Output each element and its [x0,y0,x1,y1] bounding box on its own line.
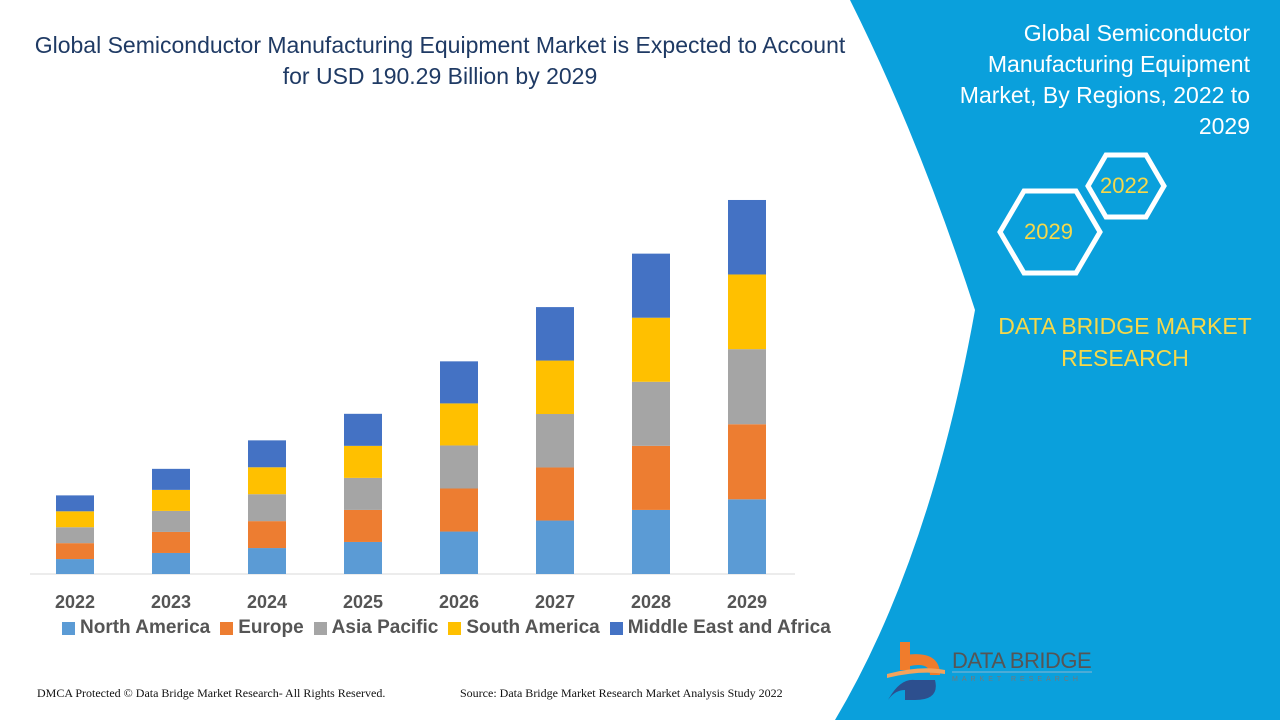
bar-segment-north-america-2027 [536,520,574,574]
bar-segment-middle-east-and-africa-2022 [56,495,94,512]
bar-segment-middle-east-and-africa-2025 [344,413,382,446]
legend-swatch [448,621,462,635]
x-tick-label: 2027 [535,592,575,612]
bar-segment-south-america-2026 [440,403,478,446]
legend-swatch [220,621,234,635]
bar-segment-asia-pacific-2028 [632,381,670,446]
bar-segment-middle-east-and-africa-2029 [728,199,766,275]
legend-label: Europe [238,617,304,638]
bar-segment-middle-east-and-africa-2028 [632,253,670,318]
x-tick-label: 2023 [151,592,191,612]
bar-segment-asia-pacific-2026 [440,445,478,489]
bar-segment-asia-pacific-2025 [344,477,382,510]
bar-segment-south-america-2029 [728,274,766,350]
logo-icon [887,642,945,700]
bar-segment-europe-2029 [728,424,766,500]
legend-item: North America [62,617,210,639]
legend-swatch [313,621,327,635]
logo-text: DATA BRIDGE [952,648,1092,673]
bar-segment-north-america-2028 [632,509,670,574]
bar-segment-europe-2025 [344,509,382,542]
stacked-bar-chart: 2022 2023 2024 2025 2026 2027 2028 2029 [30,199,795,612]
bar-segment-north-america-2024 [248,548,286,574]
bar-segment-asia-pacific-2023 [152,510,190,532]
bar-segment-south-america-2024 [248,467,286,495]
bar-segment-asia-pacific-2029 [728,349,766,425]
bar-segment-europe-2024 [248,521,286,549]
legend-item: South America [448,617,600,639]
bar-segment-europe-2023 [152,531,190,553]
bar-segment-middle-east-and-africa-2027 [536,307,574,361]
bar-segment-north-america-2025 [344,541,382,574]
bar-segment-north-america-2023 [152,552,190,574]
bar-segment-middle-east-and-africa-2026 [440,361,478,404]
legend-swatch [609,621,623,635]
brand-name: DATA BRIDGE MARKET RESEARCH [998,313,1252,371]
hex-year-2022: 2022 [1100,173,1149,198]
legend-item: Europe [220,617,304,639]
x-tick-label: 2028 [631,592,671,612]
bar-segment-south-america-2022 [56,511,94,528]
legend-swatch [62,621,75,635]
side-panel-title: Global Semiconductor Manufacturing Equip… [959,20,1250,139]
hexagon-2029 [997,188,1103,276]
bar-segment-south-america-2028 [632,317,670,382]
bar-segment-north-america-2022 [56,559,94,574]
x-tick-label: 2022 [55,592,95,612]
x-tick-label: 2024 [247,592,287,612]
hexagon-2022 [1085,152,1167,220]
hex-year-2029: 2029 [1024,219,1073,244]
bar-segment-south-america-2025 [344,445,382,478]
source-note: Source: Data Bridge Market Research Mark… [460,686,783,700]
bar-segment-europe-2026 [440,488,478,532]
x-tick-label: 2026 [439,592,479,612]
legend-label: Middle East and Africa [627,617,831,638]
chart-legend: North America Europe Asia Pacific South Ame… [62,617,831,639]
copyright-notice: DMCA Protected © Data Bridge Market Rese… [37,686,386,700]
bar-segment-europe-2027 [536,467,574,521]
bar-segment-asia-pacific-2024 [248,494,286,522]
bar-segment-south-america-2027 [536,360,574,415]
legend-label: North America [80,617,211,638]
x-tick-label: 2029 [727,592,767,612]
page-title: Global Semiconductor Manufacturing Equip… [34,32,846,89]
bar-segment-middle-east-and-africa-2024 [248,440,286,468]
bar-segment-europe-2028 [632,445,670,510]
logo-subtext: MARKET RESEARCH [952,676,1082,683]
bar-segment-middle-east-and-africa-2023 [152,468,190,490]
bar-segment-asia-pacific-2027 [536,414,574,468]
bar-segment-europe-2022 [56,543,94,560]
bar-segment-south-america-2023 [152,489,190,511]
legend-label: South America [466,617,600,638]
x-tick-label: 2025 [343,592,383,612]
bar-segment-asia-pacific-2022 [56,527,94,544]
legend-label: Asia Pacific [331,617,439,638]
bar-segment-north-america-2026 [440,531,478,574]
bar-segment-north-america-2029 [728,499,766,574]
legend-item: Asia Pacific [313,617,439,639]
legend-item: Middle East and Africa [609,617,831,639]
